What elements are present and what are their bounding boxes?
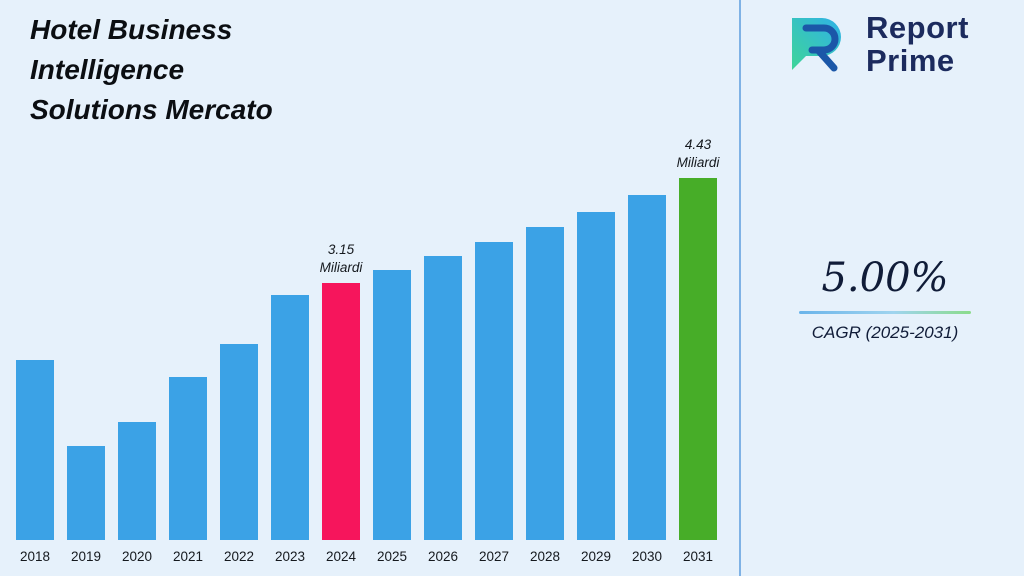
bar-2022 — [220, 344, 258, 540]
x-axis-label-2026: 2026 — [427, 549, 459, 564]
brand-name: Report Prime — [866, 12, 969, 77]
bars: 2018 2019 2020 2021 2022 2023 3.15 Miliardi 202… — [16, 136, 722, 564]
bar-2028 — [526, 227, 564, 540]
bar-column-2023: 2023 — [271, 295, 309, 564]
bar-2020 — [118, 422, 156, 540]
bar-2027 — [475, 242, 513, 540]
x-axis-label-2024: 2024 — [325, 549, 357, 564]
bar-column-2025: 2025 — [373, 270, 411, 564]
bar-2030 — [628, 195, 666, 540]
x-axis-label-2029: 2029 — [580, 549, 612, 564]
bar-column-2030: 2030 — [628, 195, 666, 564]
brand-logo: Report Prime — [782, 12, 969, 78]
brand-name-line2: Prime — [866, 43, 955, 78]
x-axis-label-2028: 2028 — [529, 549, 561, 564]
bar-2031 — [679, 178, 717, 540]
bar-2018 — [16, 360, 54, 540]
bar-2024 — [322, 283, 360, 540]
bar-column-2019: 2019 — [67, 446, 105, 564]
bar-column-2028: 2028 — [526, 227, 564, 564]
x-axis-label-2031: 2031 — [682, 549, 714, 564]
x-axis-label-2022: 2022 — [223, 549, 255, 564]
cagr-underline — [799, 311, 971, 314]
bar-column-2026: 2026 — [424, 256, 462, 564]
bar-value-label-2024: 3.15 Miliardi — [319, 241, 363, 275]
bar-2021 — [169, 377, 207, 540]
bar-column-2021: 2021 — [169, 377, 207, 564]
bar-2023 — [271, 295, 309, 540]
x-axis-label-2020: 2020 — [121, 549, 153, 564]
bar-column-2029: 2029 — [577, 212, 615, 564]
bar-chart: 2018 2019 2020 2021 2022 2023 3.15 Miliardi 202… — [16, 136, 722, 564]
page-title: Hotel Business Intelligence Solutions Me… — [30, 14, 273, 125]
cagr-value: 5.00% — [821, 255, 949, 301]
report-prime-logo-icon — [792, 18, 841, 72]
x-axis-label-2021: 2021 — [172, 549, 204, 564]
bar-column-2027: 2027 — [475, 242, 513, 564]
bar-2029 — [577, 212, 615, 540]
bar-column-2018: 2018 — [16, 360, 54, 564]
cagr-block: 5.00% CAGR (2025-2031) — [795, 255, 975, 343]
bar-column-2022: 2022 — [220, 344, 258, 564]
x-axis-label-2019: 2019 — [70, 549, 102, 564]
bar-2025 — [373, 270, 411, 540]
x-axis-label-2018: 2018 — [19, 549, 51, 564]
x-axis-label-2023: 2023 — [274, 549, 306, 564]
bar-value-label-2031: 4.43 Miliardi — [676, 136, 720, 170]
cagr-label: CAGR (2025-2031) — [811, 323, 959, 342]
x-axis-label-2027: 2027 — [478, 549, 510, 564]
vertical-divider — [739, 0, 741, 576]
brand-name-line1: Report — [866, 10, 969, 46]
x-axis-label-2030: 2030 — [631, 549, 663, 564]
x-axis-label-2025: 2025 — [376, 549, 408, 564]
bar-column-2020: 2020 — [118, 422, 156, 564]
bar-2019 — [67, 446, 105, 540]
bar-2026 — [424, 256, 462, 540]
bar-column-2024: 3.15 Miliardi 2024 — [319, 241, 363, 564]
bar-column-2031: 4.43 Miliardi 2031 — [676, 136, 720, 564]
